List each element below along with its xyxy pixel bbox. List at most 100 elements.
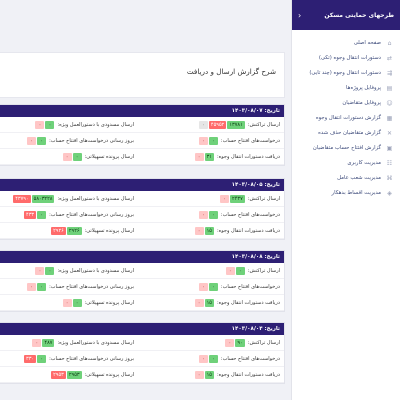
metric-label: ارسال تراکنش: <box>247 267 280 274</box>
sidebar-item-label: پروفایل متقاضیان <box>342 100 381 106</box>
collapse-chevron-icon[interactable]: ‹ <box>298 10 302 20</box>
report-row: ارسال تراکنش: ۱۳۷۸۱ ۴۵۹۵۲ ۰ ارسال مسدودی با … <box>0 117 284 133</box>
sidebar-item-label: گزارش متقاضیان حذف شده <box>318 130 381 136</box>
count-badge[interactable]: ۰ <box>198 354 208 363</box>
report-cell: بروز رسانی درخواست‌های افتتاح حساب: ۰ ۳۳۰ <box>23 353 134 364</box>
count-badge[interactable]: ۰ <box>35 266 45 275</box>
count-badge[interactable]: ۱۵ <box>204 298 214 307</box>
count-badge[interactable]: ۰ <box>37 354 47 363</box>
count-badge[interactable]: ۰ <box>35 120 45 129</box>
report-row: ارسال تراکنش: ۹۰ ۰ ارسال مسدودی با دستورالع… <box>0 335 284 351</box>
count-badge[interactable]: ۰ <box>62 152 72 161</box>
report-row: دریافت دستورات انتقال وجوه: ۱۵ ۰ ارسال پرون… <box>0 223 284 239</box>
report-cell: بروز رسانی درخواست‌های افتتاح حساب: ۰ ۴۳۳ <box>23 209 134 220</box>
count-badge[interactable]: ۰ <box>37 282 47 291</box>
report-cell: درخواست‌های افتتاح حساب: ۰ ۰ <box>198 209 280 220</box>
report-cell: ارسال مسدودی با دستورالعمل ویژه: ۰ ۰ <box>34 119 134 130</box>
metric-label: ارسال مسدودی با دستورالعمل ویژه: <box>57 339 134 346</box>
count-badge[interactable]: ۰ <box>27 136 37 145</box>
report-row: ارسال تراکنش: ۲۴۳۷ ۰ ارسال مسدودی با دستورا… <box>0 191 284 207</box>
count-badge[interactable]: ۰ <box>198 136 208 145</box>
count-badge[interactable]: ۲۴۳۷ <box>230 194 245 203</box>
sidebar-item[interactable]: ☷ مدیریت کاربری <box>292 156 400 171</box>
count-badge[interactable]: ۰ <box>235 266 245 275</box>
sidebar-item[interactable]: ✕ گزارش متقاضیان حذف شده <box>292 126 400 141</box>
report-cell: درخواست‌های افتتاح حساب: ۰ ۰ <box>198 353 280 364</box>
count-badge[interactable]: ۰ <box>225 266 235 275</box>
count-badge[interactable]: ۵۸۰۳۲۲۸ <box>31 194 55 203</box>
account-report-icon: ▣ <box>386 145 393 152</box>
count-badge[interactable]: ۳۱ <box>204 152 214 161</box>
sidebar-item[interactable]: ☺ پروفایل متقاضیان <box>292 96 400 111</box>
count-badge[interactable]: ۲۹۵۳ <box>51 370 66 379</box>
count-badge[interactable]: ۰ <box>27 282 37 291</box>
count-badge[interactable]: ۰ <box>194 226 204 235</box>
report-cell: ارسال پرونده تسهیلاتی: ۰ ۰ <box>62 151 134 162</box>
count-badge[interactable]: ۰ <box>72 152 82 161</box>
metric-label: ارسال تراکنش: <box>247 121 280 128</box>
report-row: درخواست‌های افتتاح حساب: ۰ ۰ بروز رسانی درخ… <box>0 279 284 295</box>
count-badge[interactable]: ۴۵۹۵۲ <box>208 120 227 129</box>
count-badge[interactable]: ۰ <box>208 354 218 363</box>
count-badge[interactable]: ۴۸۷ <box>42 338 55 347</box>
count-badge[interactable]: ۲۹۵۳ <box>66 370 82 379</box>
report-cell: ارسال تراکنش: ۲۴۳۷ ۰ <box>219 193 280 204</box>
count-badge[interactable]: ۰ <box>45 120 55 129</box>
count-badge[interactable]: ۲۹۲۶ <box>66 226 82 235</box>
count-badge[interactable]: ۰ <box>198 282 208 291</box>
count-badge[interactable]: ۴۳۳ <box>24 210 37 219</box>
report-cell: دریافت دستورات انتقال وجوه: ۱۵ ۰ <box>194 297 280 308</box>
count-badge[interactable]: ۰ <box>220 194 230 203</box>
sidebar-item[interactable]: ▦ گزارش دستورات انتقال وجوه <box>292 111 400 126</box>
report-cell: ارسال تراکنش: ۹۰ ۰ <box>224 337 280 348</box>
metric-label: درخواست‌های افتتاح حساب: <box>220 137 280 144</box>
sidebar-header: طرحهای حمایتی مسکن ‹ <box>292 0 400 30</box>
sidebar-item[interactable]: ⌘ مدیریت شعب عامل <box>292 171 400 186</box>
deleted-report-icon: ✕ <box>386 130 393 137</box>
metric-label: ارسال تراکنش: <box>247 195 280 202</box>
count-badge[interactable]: ۰ <box>45 266 55 275</box>
report-cell: ارسال مسدودی با دستورالعمل ویژه: ۵۸۰۳۲۲۸ ۴… <box>12 193 134 204</box>
count-badge[interactable]: ۰ <box>37 210 47 219</box>
count-badge[interactable]: ۳۳۰ <box>24 354 37 363</box>
count-badge[interactable]: ۰ <box>208 136 218 145</box>
report-row: درخواست‌های افتتاح حساب: ۰ ۰ بروز رسانی درخ… <box>0 133 284 149</box>
report-cell: دریافت دستورات انتقال وجوه: ۳۱ ۰ <box>194 151 280 162</box>
report-date: تاریخ: ۱۴۰۳/۰۸/۰۷ <box>0 105 284 117</box>
projects-icon: ▤ <box>386 85 393 92</box>
sidebar-item[interactable]: ▣ گزارش افتتاح حساب متقاضیان <box>292 141 400 156</box>
report-cell: ارسال تراکنش: ۱۳۷۸۱ ۴۵۹۵۲ ۰ <box>198 119 280 130</box>
count-badge[interactable]: ۴۳۷۹۰ <box>13 194 31 203</box>
count-badge[interactable]: ۹۰ <box>235 338 245 347</box>
count-badge[interactable]: ۱۵ <box>204 226 214 235</box>
count-badge[interactable]: ۰ <box>208 282 218 291</box>
metric-label: دریافت دستورات انتقال وجوه: <box>216 153 280 160</box>
count-badge[interactable]: ۰ <box>194 152 204 161</box>
sidebar-item-label: مدیریت اقساط بدهکار <box>331 190 381 196</box>
count-badge[interactable]: ۰ <box>62 298 72 307</box>
count-badge[interactable]: ۰ <box>72 298 82 307</box>
count-badge[interactable]: ۲۹۲۶ <box>51 226 66 235</box>
count-badge[interactable]: ۰ <box>198 210 208 219</box>
count-badge[interactable]: ۰ <box>194 370 204 379</box>
sidebar-item[interactable]: ⇶ دستورات انتقال وجوه (چند تایی) <box>292 66 400 81</box>
count-badge[interactable]: ۰ <box>208 210 218 219</box>
count-badge[interactable]: ۱۵ <box>204 370 214 379</box>
report-cell: ارسال مسدودی با دستورالعمل ویژه: ۴۸۷ ۰ <box>31 337 134 348</box>
sidebar-item[interactable]: ▤ پروفایل پروژه‌ها <box>292 81 400 96</box>
debt-icon: ◈ <box>387 190 392 197</box>
metric-label: دریافت دستورات انتقال وجوه: <box>216 227 280 234</box>
report-row: درخواست‌های افتتاح حساب: ۰ ۰ بروز رسانی درخ… <box>0 351 284 367</box>
count-badge[interactable]: ۱۳۷۸۱ <box>227 120 245 129</box>
count-badge[interactable]: ۰ <box>198 120 208 129</box>
count-badge[interactable]: ۰ <box>32 338 42 347</box>
count-badge[interactable]: ۰ <box>225 338 235 347</box>
sidebar-item[interactable]: ⇄ دستورات انتقال وجوه (تکی) <box>292 51 400 66</box>
count-badge[interactable]: ۰ <box>37 136 47 145</box>
sidebar-item-label: مدیریت کاربری <box>347 160 381 166</box>
sidebar-item[interactable]: ⌂ صفحه اصلی <box>292 36 400 51</box>
count-badge[interactable]: ۰ <box>194 298 204 307</box>
sidebar-item[interactable]: ◈ مدیریت اقساط بدهکار <box>292 186 400 201</box>
metric-label: ارسال مسدودی با دستورالعمل ویژه: <box>57 195 134 202</box>
metric-label: دریافت دستورات انتقال وجوه: <box>216 371 280 378</box>
